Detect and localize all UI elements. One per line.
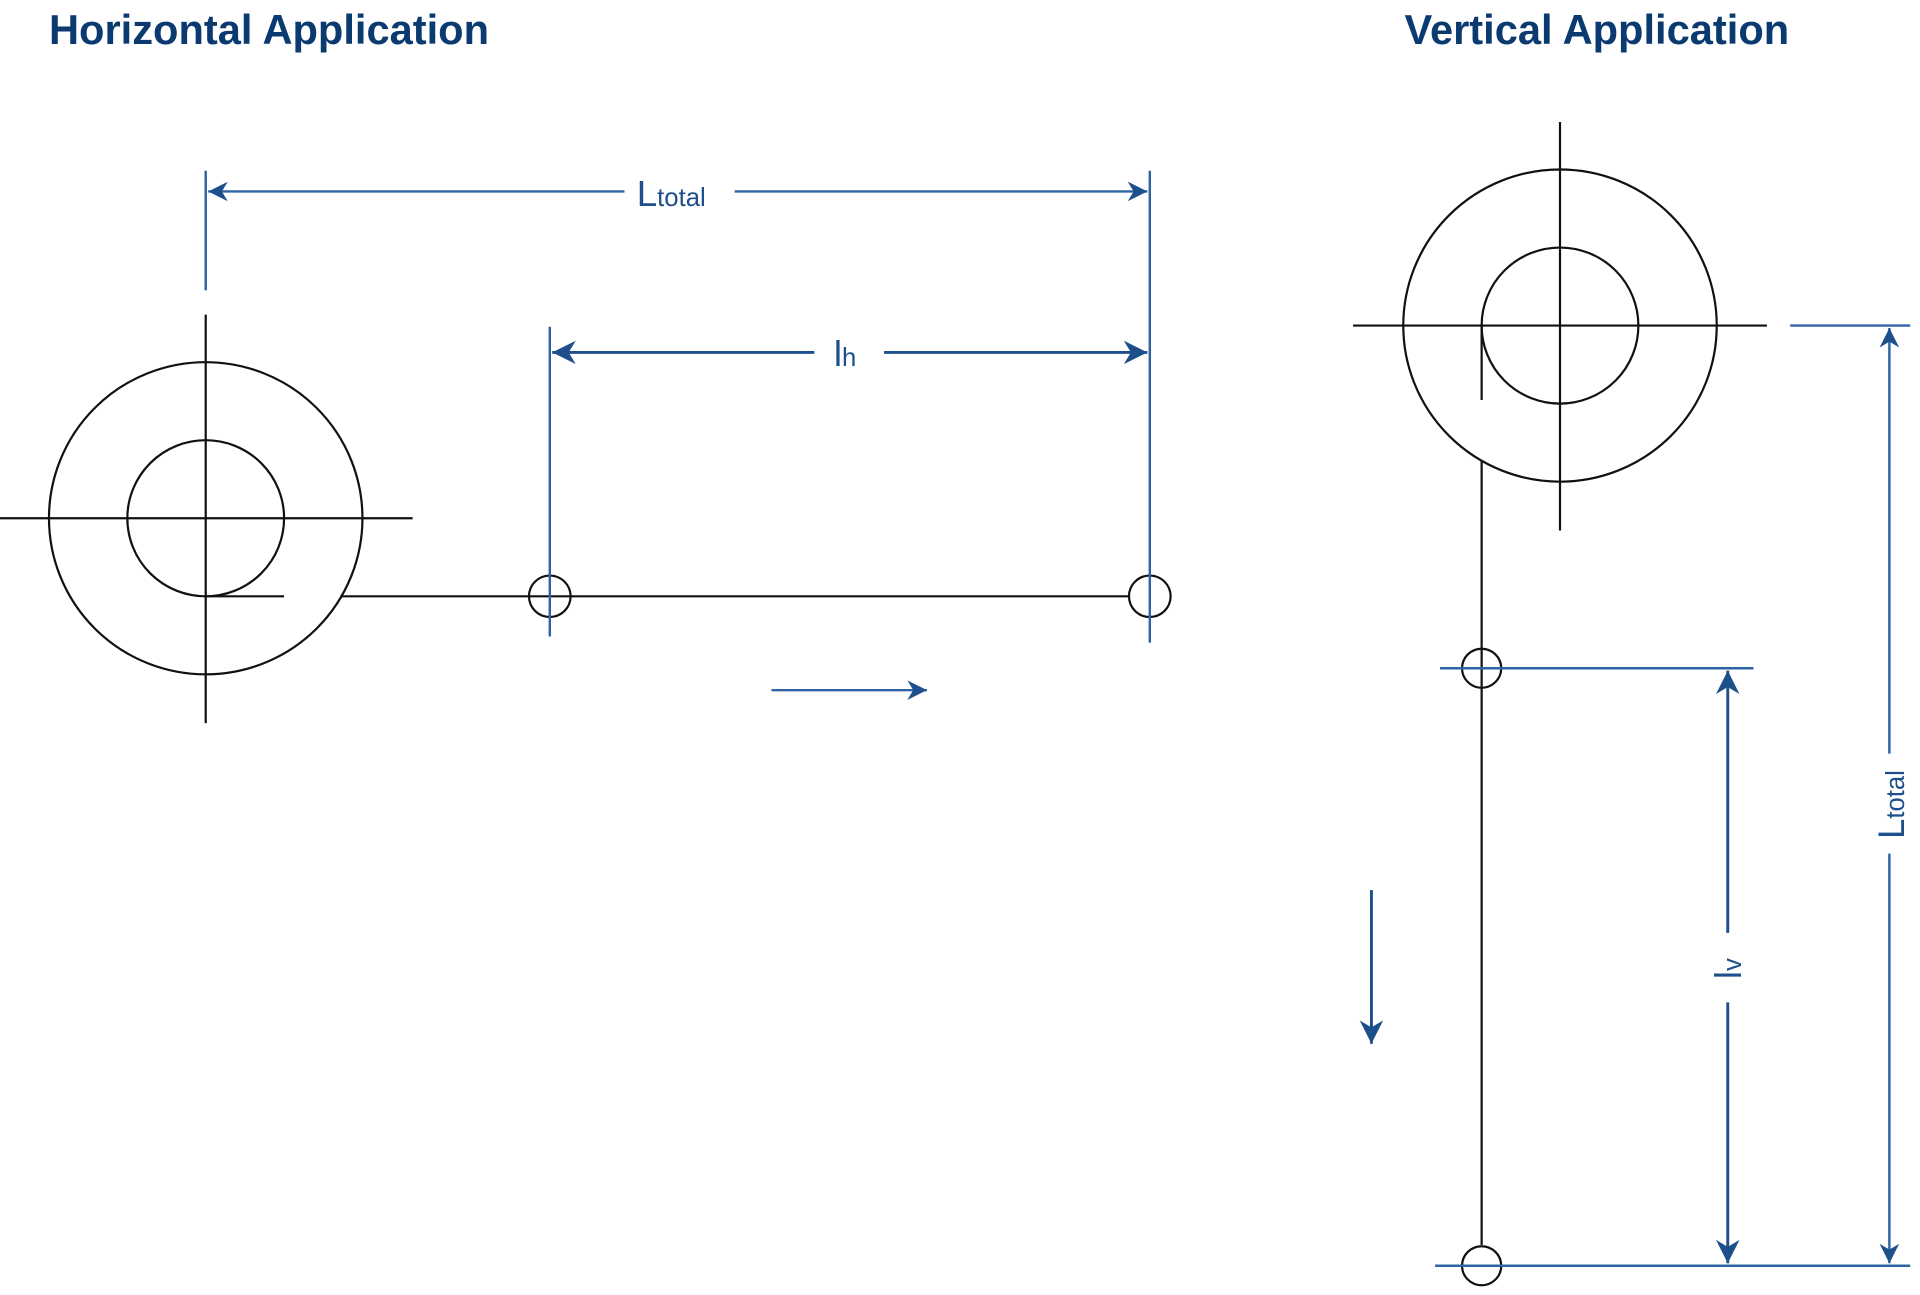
horizontal-title: Horizontal Application	[49, 6, 489, 53]
ltotal-label: Ltotal	[637, 173, 706, 214]
vertical-title: Vertical Application	[1404, 6, 1789, 53]
lv-label: lv	[1708, 958, 1749, 979]
lh-label: lh	[834, 333, 856, 374]
horizontal-drawing: Ltotal lh	[0, 170, 1172, 724]
vertical-drawing: Ltotal lv	[1353, 121, 1912, 1287]
ltotal-label: Ltotal	[1871, 770, 1912, 839]
